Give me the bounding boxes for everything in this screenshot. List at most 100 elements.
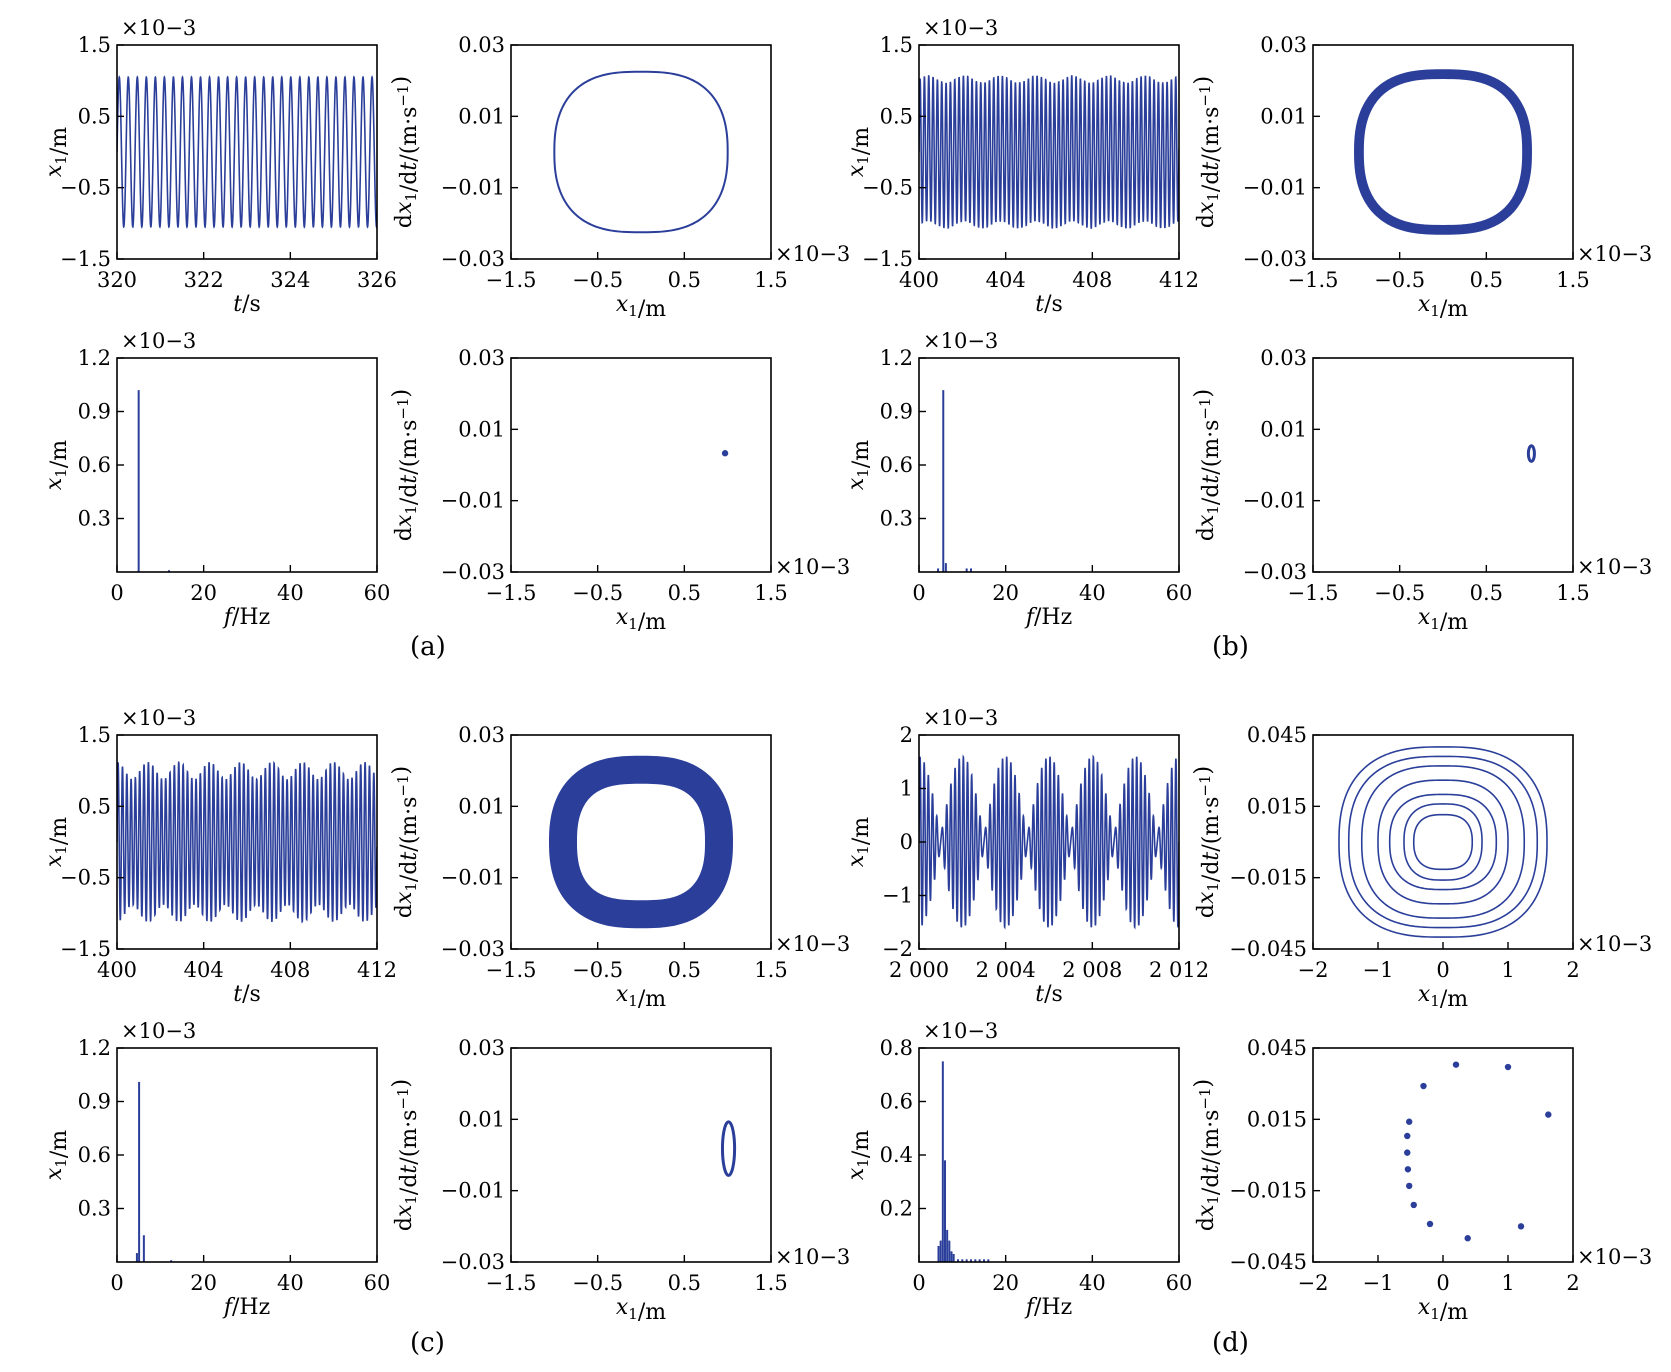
x-axis-label: f/Hz xyxy=(222,1295,270,1320)
x-tick-label: 60 xyxy=(1166,1271,1193,1295)
x-tick-label: 2 008 xyxy=(1062,958,1122,982)
y-tick-label: 1.5 xyxy=(880,33,913,57)
x-tick-label: 400 xyxy=(899,268,939,292)
y-tick-label: 0.9 xyxy=(78,400,111,424)
svg-text:f/Hz: f/Hz xyxy=(1024,605,1072,630)
plot-area xyxy=(117,760,377,924)
x-tick-label: 1 xyxy=(1501,958,1514,982)
svg-text:x1/m: x1/m xyxy=(1418,1295,1468,1325)
svg-text:x1/m: x1/m xyxy=(844,440,874,490)
axis-exponent: ×10−3 xyxy=(121,706,196,730)
x-tick-label: 1 xyxy=(1501,1271,1514,1295)
axis-exponent: ×10−3 xyxy=(775,1245,850,1269)
plot-area xyxy=(1404,1061,1552,1242)
y-tick-label: 0.5 xyxy=(880,104,913,128)
axis-exponent: ×10−3 xyxy=(1577,555,1652,579)
x-tick-label: 1.5 xyxy=(754,268,787,292)
y-tick-label: 0.03 xyxy=(458,346,505,370)
plot-area xyxy=(721,450,729,457)
x-tick-label: 412 xyxy=(357,958,397,982)
y-tick-label: 0.01 xyxy=(458,104,505,128)
x-tick-label: 0 xyxy=(1436,1271,1449,1295)
poincare-point xyxy=(1404,1166,1412,1173)
y-tick-label: −0.01 xyxy=(441,866,505,890)
svg-text:x1/m: x1/m xyxy=(42,1130,72,1180)
y-tick-label: 0.045 xyxy=(1247,723,1307,747)
poincare-point xyxy=(1406,1182,1413,1190)
x-tick-label: 0.5 xyxy=(1470,268,1503,292)
y-tick-label: 0.015 xyxy=(1247,1107,1307,1131)
x-axis-label: x1/m xyxy=(616,1295,666,1325)
y-tick-label: 0.6 xyxy=(78,1143,111,1167)
x-tick-label: −0.5 xyxy=(572,1271,623,1295)
axis-exponent: ×10−3 xyxy=(923,706,998,730)
x-tick-label: 408 xyxy=(1072,268,1112,292)
x-tick-label: 60 xyxy=(1166,581,1193,605)
y-tick-label: −0.01 xyxy=(441,489,505,513)
x-tick-label: −0.5 xyxy=(1374,581,1425,605)
svg-text:x1/m: x1/m xyxy=(1418,605,1468,635)
phase-orbit-6 xyxy=(1338,746,1548,938)
y-tick-label: 0.01 xyxy=(458,417,505,441)
axis-exponent: ×10−3 xyxy=(923,16,998,40)
svg-text:x1/m: x1/m xyxy=(1418,292,1468,322)
y-tick-label: −0.01 xyxy=(1243,489,1307,513)
axes-frame xyxy=(510,357,772,573)
svg-text:x1/m: x1/m xyxy=(616,1295,666,1325)
y-tick-label: 1.2 xyxy=(880,346,913,370)
axis-exponent: ×10−3 xyxy=(121,16,196,40)
x-tick-label: −1 xyxy=(1363,1271,1394,1295)
y-axis-label: dx1/dt/(m·s−1) xyxy=(1191,389,1224,541)
axes-frame xyxy=(510,734,772,950)
svg-text:x1/m: x1/m xyxy=(42,440,72,490)
x-tick-label: 324 xyxy=(270,268,310,292)
x-axis-label: f/Hz xyxy=(222,605,270,630)
x-tick-label: −2 xyxy=(1298,958,1329,982)
axis-exponent: ×10−3 xyxy=(1577,932,1652,956)
phase-orbit xyxy=(553,70,729,234)
x-tick-label: 20 xyxy=(190,1271,217,1295)
svg-text:x1/m: x1/m xyxy=(616,982,666,1012)
x-tick-label: 40 xyxy=(1079,1271,1106,1295)
poincare-point xyxy=(1504,1063,1512,1071)
chart-phase-c: −1.5 −0.5 0.5 1.5 −0.03 −0.01 0.01 0.03 x1/m dx1/… xyxy=(389,723,850,1012)
chart-spectrum-d: 0 20 40 60 0.2 0.4 0.6 0.8 f/Hz x1/m ×10−3 xyxy=(844,1019,1192,1320)
svg-text:dx1/dt/(m·s−1): dx1/dt/(m·s−1) xyxy=(389,389,422,541)
axis-exponent: ×10−3 xyxy=(1577,1245,1652,1269)
phase-orbit xyxy=(548,755,734,929)
y-tick-label: −0.01 xyxy=(441,1179,505,1203)
x-tick-label: 320 xyxy=(97,268,137,292)
axis-exponent: ×10−3 xyxy=(923,329,998,353)
svg-text:dx1/dt/(m·s−1): dx1/dt/(m·s−1) xyxy=(1191,76,1224,228)
x-tick-label: −0.5 xyxy=(572,268,623,292)
svg-text:dx1/dt/(m·s−1): dx1/dt/(m·s−1) xyxy=(1191,1079,1224,1231)
y-axis-label: dx1/dt/(m·s−1) xyxy=(389,389,422,541)
x-tick-label: −1.5 xyxy=(486,1271,537,1295)
poincare-point xyxy=(721,450,729,457)
x-axis-label: f/Hz xyxy=(1024,1295,1072,1320)
svg-text:t/s: t/s xyxy=(233,292,261,317)
y-tick-label: 1.2 xyxy=(78,346,111,370)
poincare-point xyxy=(1517,1223,1525,1230)
y-tick-label: 0.9 xyxy=(78,1090,111,1114)
x-tick-label: 1.5 xyxy=(754,581,787,605)
x-tick-label: 2 000 xyxy=(889,958,949,982)
x-tick-label: 2 004 xyxy=(976,958,1036,982)
y-axis-label: x1/m xyxy=(42,817,72,867)
chart-poincare-c: −1.5 −0.5 0.5 1.5 −0.03 −0.01 0.01 0.03 x1/m dx1/… xyxy=(389,1036,850,1325)
y-tick-label: 0.01 xyxy=(1260,104,1307,128)
phase-orbit-1 xyxy=(1403,803,1483,881)
x-tick-label: −0.5 xyxy=(1374,268,1425,292)
y-tick-label: −1.5 xyxy=(60,247,111,271)
svg-text:x1/m: x1/m xyxy=(616,605,666,635)
chart-poincare-d: −2 −1 0 1 2 −0.045 −0.015 0.015 0.045 x1/m dx1/dt/… xyxy=(1191,1036,1652,1325)
poincare-point xyxy=(1410,1201,1417,1209)
y-tick-label: 0.9 xyxy=(880,400,913,424)
y-axis-label: x1/m xyxy=(42,440,72,490)
y-axis-label: x1/m xyxy=(844,817,874,867)
axes-frame xyxy=(116,1047,378,1263)
svg-text:x1/m: x1/m xyxy=(1418,982,1468,1012)
svg-text:dx1/dt/(m·s−1): dx1/dt/(m·s−1) xyxy=(389,76,422,228)
x-tick-label: 1.5 xyxy=(754,1271,787,1295)
y-axis-label: x1/m xyxy=(844,440,874,490)
